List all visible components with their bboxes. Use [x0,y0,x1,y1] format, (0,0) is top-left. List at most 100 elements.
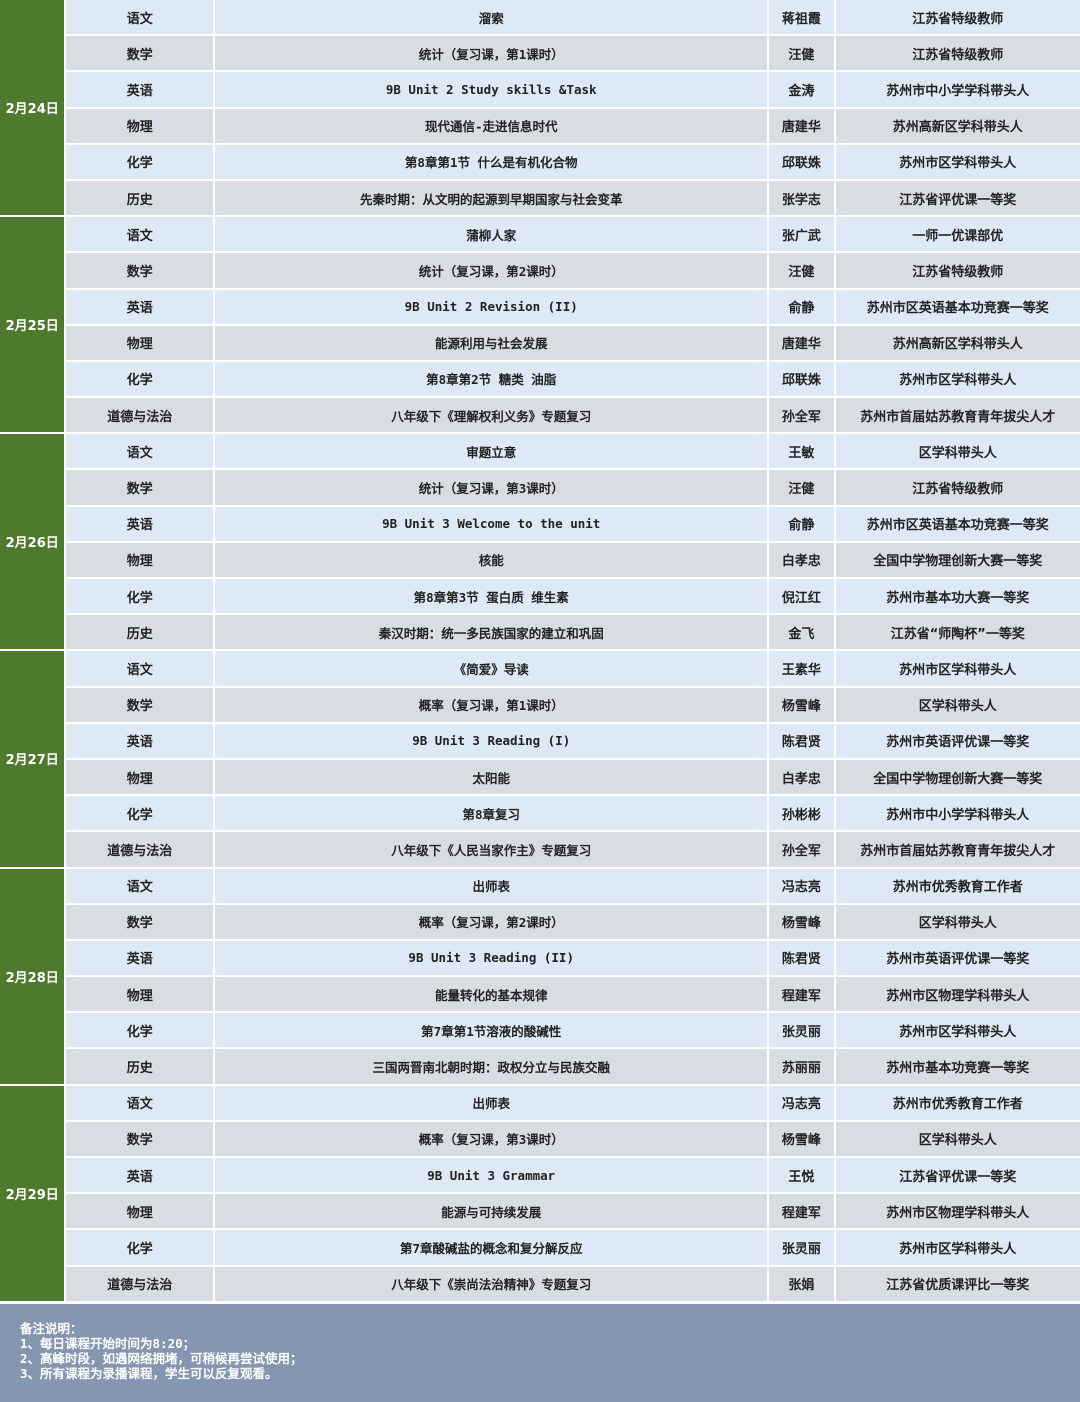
teacher-cell: 杨雪峰 [769,687,834,722]
subject-cell: 英语 [66,723,214,758]
date-cell: 2月27日 [0,651,65,867]
teacher-title-cell: 江苏省特级教师 [835,470,1080,505]
course-cell: 第7章第1节溶液的酸碱性 [215,1013,768,1048]
teacher-cell: 邱联姝 [769,144,834,179]
teacher-title-cell: 苏州高新区学科带头人 [835,325,1080,360]
subject-cell: 语文 [66,217,214,252]
teacher-title-cell: 苏州市中小学学科带头人 [835,796,1080,831]
teacher-title-cell: 苏州市区物理学科带头人 [835,977,1080,1012]
subject-cell: 数学 [66,253,214,288]
teacher-cell: 孙全军 [769,398,834,433]
teacher-cell: 金涛 [769,72,834,107]
teacher-title-cell: 苏州市区学科带头人 [835,651,1080,686]
course-cell: 9B Unit 2 Revision (II) [215,289,768,324]
table-row: 历史 三国两晋南北朝时期：政权分立与民族交融 苏丽丽 苏州市基本功竞赛一等奖 [0,1049,1080,1084]
notes-footer: 备注说明： 1、每日课程开始时间为8:20； 2、高峰时段，如遇网络拥堵，可稍候… [0,1304,1080,1402]
course-cell: 《简爱》导读 [215,651,768,686]
teacher-cell: 王素华 [769,651,834,686]
teacher-title-cell: 苏州市区英语基本功竞赛一等奖 [835,289,1080,324]
course-cell: 审题立意 [215,434,768,469]
date-cell: 2月29日 [0,1085,65,1301]
date-cell: 2月26日 [0,434,65,650]
teacher-cell: 张灵丽 [769,1230,834,1265]
teacher-title-cell: 江苏省评优课一等奖 [835,180,1080,216]
teacher-title-cell: 全国中学物理创新大赛一等奖 [835,542,1080,577]
subject-cell: 语文 [66,868,214,903]
subject-cell: 数学 [66,904,214,939]
subject-cell: 化学 [66,361,214,397]
subject-cell: 物理 [66,759,214,795]
table-row: 2月24日 语文 溜索 蒋祖霞 江苏省特级教师 [0,0,1080,216]
subject-cell: 数学 [66,36,214,71]
teacher-title-cell: 苏州市基本功大赛一等奖 [835,579,1080,614]
teacher-cell: 汪健 [769,36,834,71]
teacher-cell: 王悦 [769,1158,834,1193]
teacher-cell: 张广武 [769,217,834,252]
table-row: 英语 9B Unit 3 Grammar 王悦 江苏省评优课一等奖 [0,1158,1080,1193]
table-row: 2月28日 语文 出师表 冯志亮 苏州市优秀教育工作者 [0,868,1080,1084]
table-row: 化学 第8章第2节 糖类 油脂 邱联姝 苏州市区学科带头人 [0,361,1080,397]
subject-cell: 道德与法治 [66,832,214,867]
course-cell: 三国两晋南北朝时期：政权分立与民族交融 [215,1049,768,1084]
table-row: 数学 概率（复习课，第2课时） 杨雪峰 区学科带头人 [0,904,1080,939]
table-row: 英语 9B Unit 3 Reading (II) 陈君贤 苏州市英语评优课一等奖 [0,940,1080,976]
subject-cell: 化学 [66,1230,214,1265]
teacher-title-cell: 苏州市区学科带头人 [835,361,1080,397]
teacher-cell: 倪江红 [769,579,834,614]
course-cell: 能量转化的基本规律 [215,977,768,1012]
table-row: 2月27日 语文 《简爱》导读 王素华 苏州市区学科带头人 [0,651,1080,867]
teacher-cell: 杨雪峰 [769,1121,834,1156]
course-cell: 9B Unit 3 Reading (I) [215,723,768,758]
teacher-title-cell: 苏州市优秀教育工作者 [835,868,1080,903]
teacher-cell: 王敏 [769,434,834,469]
teacher-title-cell: 苏州市中小学学科带头人 [835,72,1080,107]
course-cell: 出师表 [215,1085,768,1120]
teacher-cell: 苏丽丽 [769,1049,834,1084]
table-row: 数学 统计（复习课，第2课时） 汪健 江苏省特级教师 [0,253,1080,288]
teacher-title-cell: 苏州市英语评优课一等奖 [835,723,1080,758]
teacher-title-cell: 苏州市优秀教育工作者 [835,1085,1080,1120]
teacher-title-cell: 苏州市英语评优课一等奖 [835,940,1080,976]
teacher-title-cell: 江苏省特级教师 [835,253,1080,288]
teacher-title-cell: 江苏省优质课评比一等奖 [835,1266,1080,1301]
table-row: 2月25日 语文 蒲柳人家 张广武 一师一优课部优 [0,217,1080,433]
subject-cell: 英语 [66,289,214,324]
table-row: 物理 能源与可持续发展 程建军 苏州市区物理学科带头人 [0,1194,1080,1229]
table-row: 历史 先秦时期：从文明的起源到早期国家与社会变革 张学志 江苏省评优课一等奖 [0,180,1080,216]
table-row: 英语 9B Unit 3 Reading (I) 陈君贤 苏州市英语评优课一等奖 [0,723,1080,758]
table-row: 物理 能源利用与社会发展 唐建华 苏州高新区学科带头人 [0,325,1080,360]
table-row: 物理 能量转化的基本规律 程建军 苏州市区物理学科带头人 [0,977,1080,1012]
teacher-title-cell: 苏州市区学科带头人 [835,1230,1080,1265]
table-row: 数学 概率（复习课，第1课时） 杨雪峰 区学科带头人 [0,687,1080,722]
teacher-title-cell: 江苏省特级教师 [835,36,1080,71]
teacher-cell: 邱联姝 [769,361,834,397]
table-row: 英语 9B Unit 2 Revision (II) 俞静 苏州市区英语基本功竞赛一等… [0,289,1080,324]
course-cell: 能源利用与社会发展 [215,325,768,360]
course-cell: 9B Unit 3 Grammar [215,1158,768,1193]
subject-cell: 物理 [66,977,214,1012]
course-cell: 蒲柳人家 [215,217,768,252]
subject-cell: 化学 [66,796,214,831]
course-cell: 先秦时期：从文明的起源到早期国家与社会变革 [215,180,768,216]
teacher-cell: 陈君贤 [769,940,834,976]
notes-title: 备注说明： [20,1321,83,1336]
teacher-cell: 张娟 [769,1266,834,1301]
teacher-title-cell: 区学科带头人 [835,687,1080,722]
subject-cell: 语文 [66,0,214,35]
teacher-cell: 金飞 [769,615,834,650]
teacher-title-cell: 一师一优课部优 [835,217,1080,252]
course-cell: 9B Unit 3 Reading (II) [215,940,768,976]
course-cell: 核能 [215,542,768,577]
subject-cell: 英语 [66,72,214,107]
teacher-cell: 杨雪峰 [769,904,834,939]
subject-cell: 语文 [66,651,214,686]
teacher-cell: 蒋祖霞 [769,0,834,35]
teacher-cell: 白孝忠 [769,759,834,795]
date-cell: 2月24日 [0,0,65,216]
teacher-cell: 白孝忠 [769,542,834,577]
teacher-cell: 冯志亮 [769,868,834,903]
subject-cell: 历史 [66,1049,214,1084]
teacher-title-cell: 苏州市区学科带头人 [835,1013,1080,1048]
course-cell: 八年级下《理解权利义务》专题复习 [215,398,768,433]
course-cell: 太阳能 [215,759,768,795]
